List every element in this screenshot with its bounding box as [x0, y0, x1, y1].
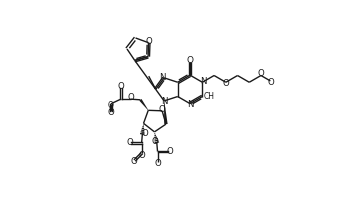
- Text: O: O: [146, 37, 152, 46]
- Text: N: N: [200, 77, 206, 86]
- Text: O: O: [108, 101, 114, 110]
- Text: O: O: [126, 138, 133, 147]
- Polygon shape: [139, 99, 148, 110]
- Text: O: O: [186, 56, 193, 65]
- Text: O: O: [258, 69, 264, 78]
- Text: CH: CH: [203, 92, 214, 101]
- Text: O: O: [158, 105, 165, 114]
- Text: O: O: [166, 147, 173, 156]
- Text: O: O: [128, 93, 135, 102]
- Text: O: O: [151, 137, 158, 146]
- Text: O: O: [141, 129, 148, 138]
- Text: O: O: [108, 108, 114, 117]
- Text: O: O: [138, 151, 145, 160]
- Text: N: N: [187, 100, 194, 108]
- Text: O: O: [154, 159, 161, 168]
- Text: O: O: [131, 158, 138, 166]
- Text: O: O: [268, 78, 274, 87]
- Polygon shape: [164, 101, 168, 124]
- Text: N: N: [159, 73, 166, 82]
- Text: O: O: [118, 82, 124, 91]
- Text: O: O: [223, 79, 229, 88]
- Text: N: N: [161, 97, 168, 106]
